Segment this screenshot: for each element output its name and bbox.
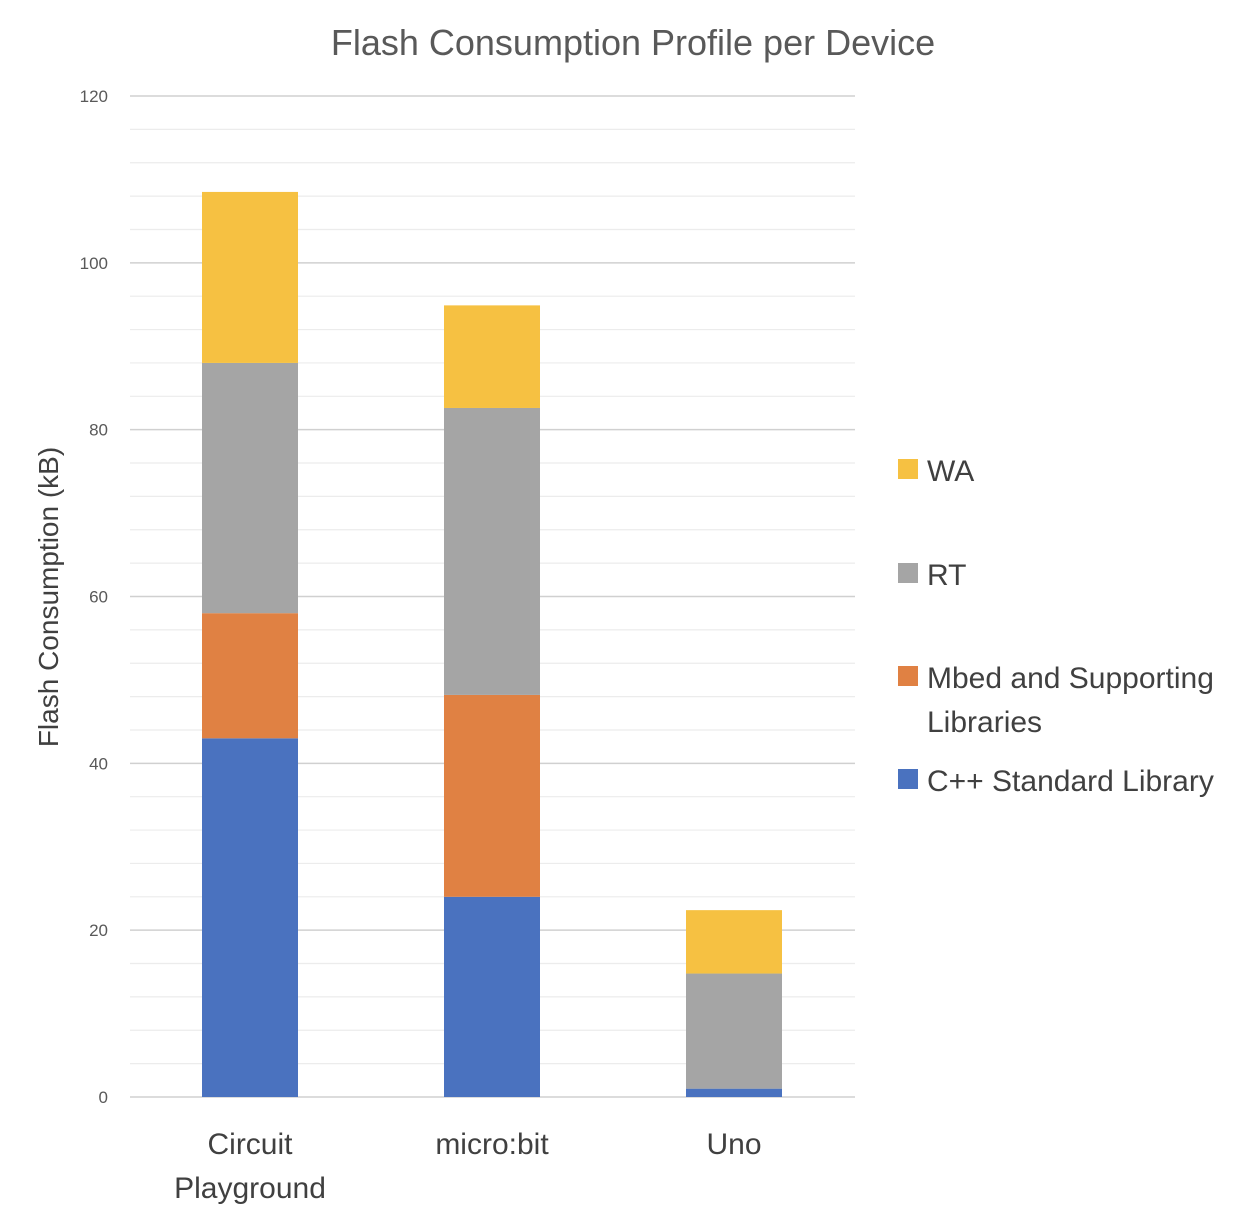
legend-swatch [898, 666, 918, 686]
bar-segment [202, 191, 298, 363]
y-tick-label: 120 [80, 87, 108, 106]
legend-item: C++ Standard Library [898, 765, 1214, 798]
bar-segment [202, 362, 298, 614]
y-tick-label: 60 [89, 588, 108, 607]
y-tick-label: 100 [80, 254, 108, 273]
bar-segment [686, 910, 782, 974]
y-tick-label: 0 [99, 1088, 108, 1107]
legend-item: RT [898, 559, 966, 592]
bar-segment [444, 407, 540, 695]
legend: WA RT Mbed and Supporting Libraries C++ Stan… [898, 455, 1214, 798]
x-tick-label: Uno [706, 1128, 761, 1161]
legend-label: WA [927, 455, 974, 488]
y-tick-label: 20 [89, 921, 108, 940]
legend-swatch [898, 769, 918, 789]
bar-segment [202, 613, 298, 739]
legend-label: Mbed and Supporting Libraries [927, 662, 1214, 739]
bar-segment [202, 738, 298, 1097]
x-axis-ticks: Circuit Playground micro:bit Uno [174, 1128, 761, 1205]
legend-item: WA [898, 455, 974, 488]
chart-title: Flash Consumption Profile per Device [331, 22, 935, 63]
y-tick-label: 40 [89, 754, 108, 773]
legend-label: C++ Standard Library [927, 765, 1214, 798]
legend-label: RT [927, 559, 966, 592]
y-axis-ticks: 0 20 40 60 80 100 120 [80, 87, 108, 1107]
bar-segment [686, 1088, 782, 1097]
bar-segment [444, 694, 540, 897]
x-tick-label: micro:bit [435, 1128, 549, 1161]
bar-segment [444, 896, 540, 1097]
y-axis-label: Flash Consumption (kB) [33, 447, 64, 747]
bars [202, 191, 782, 1097]
legend-swatch [898, 459, 918, 479]
legend-item: Mbed and Supporting Libraries [898, 662, 1214, 739]
legend-swatch [898, 563, 918, 583]
x-tick-label: Circuit Playground [174, 1128, 326, 1205]
bar-segment [444, 305, 540, 408]
y-tick-label: 80 [89, 421, 108, 440]
bar-segment [686, 973, 782, 1089]
